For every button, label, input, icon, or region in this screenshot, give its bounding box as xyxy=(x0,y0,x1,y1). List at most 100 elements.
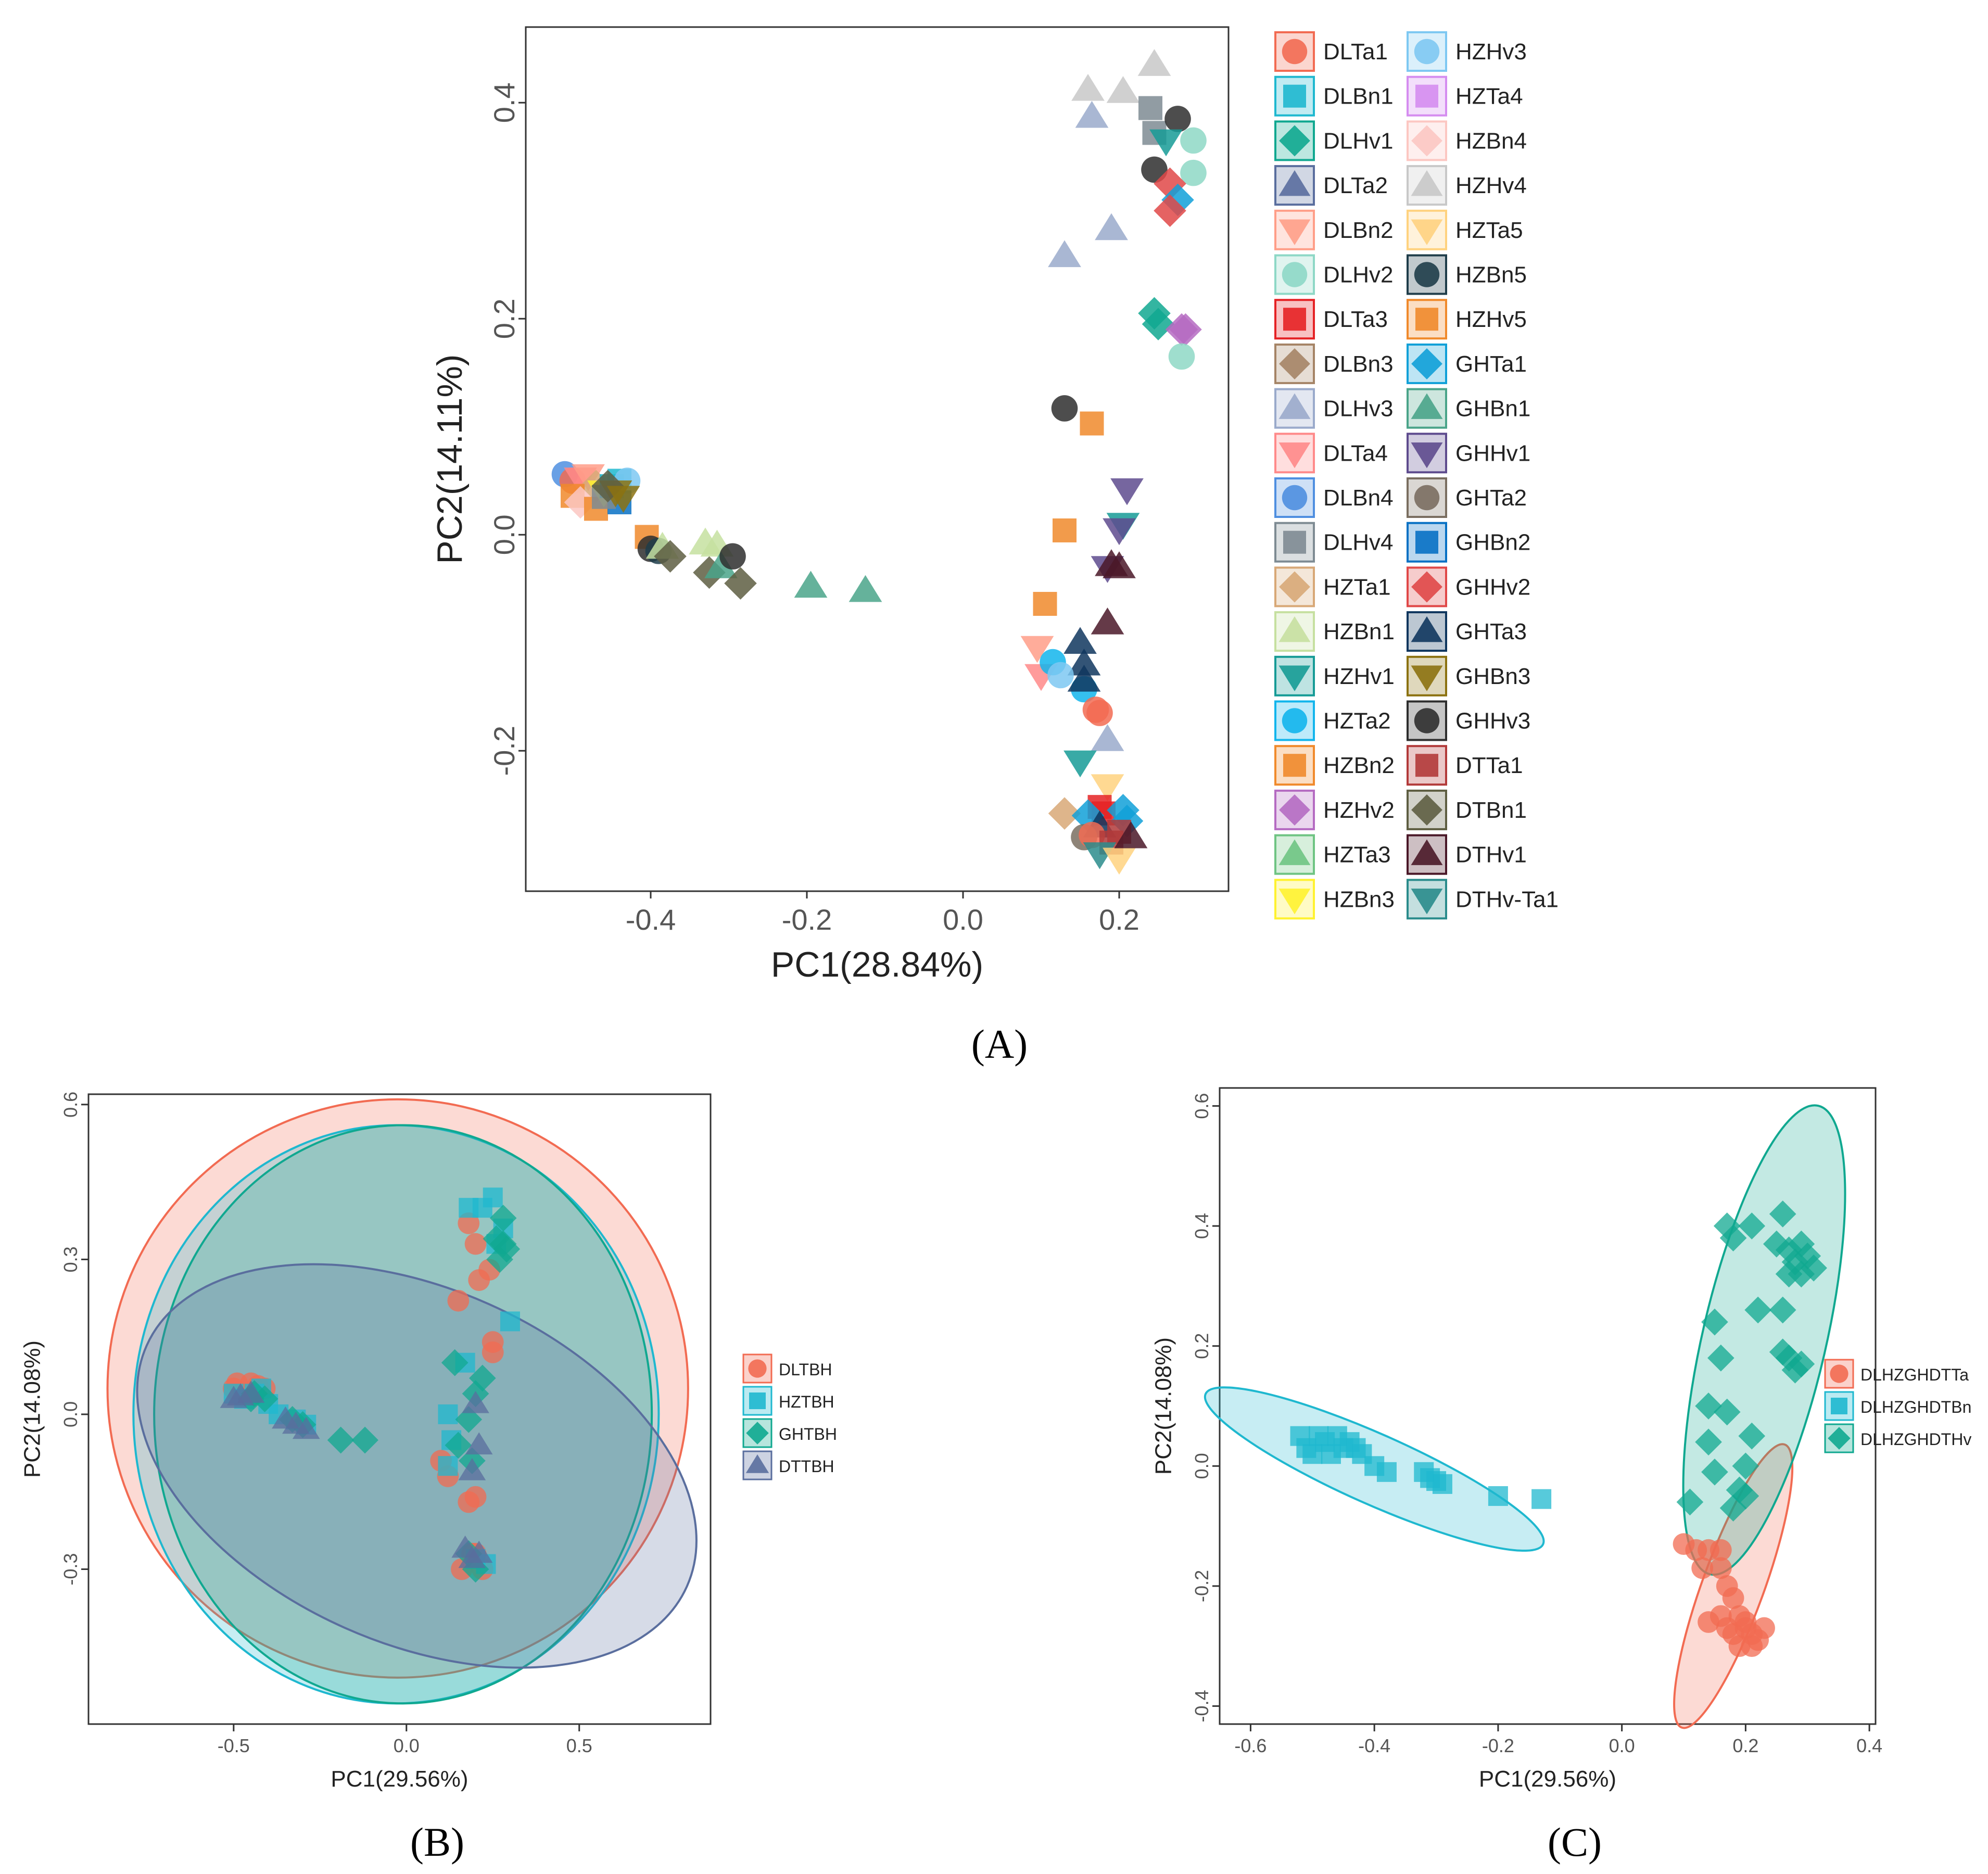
legend-key-marker xyxy=(1414,39,1440,65)
legend-label: HZHv3 xyxy=(1455,39,1527,65)
data-point-dltbh xyxy=(464,1486,487,1508)
data-point-dlta1 xyxy=(1086,700,1113,726)
y-tick-label: -0.4 xyxy=(1191,1690,1212,1722)
data-point-ghta1 xyxy=(1071,799,1105,832)
legend-item-hzhv4: HZHv4 xyxy=(1407,165,1527,206)
data-point-dlhzghdthv xyxy=(1701,1458,1728,1486)
panel-c-axes: -0.6 -0.4 -0.2 0.0 0.2 0.4 -0.4 -0.2 0.0 0.2 0.4 0.… xyxy=(1150,1087,1882,1792)
y-tick-label: -0.2 xyxy=(488,726,521,776)
panel-a-legend: DLTa1 DLBn1 DLHv1 DLTa2 DLBn2 DLHv2 DLTa3 DLBn3… xyxy=(1274,31,1559,920)
data-point-ghta3 xyxy=(1067,665,1101,692)
data-point-dlhv3 xyxy=(1075,100,1109,128)
legend-label: HZHv1 xyxy=(1323,664,1395,689)
data-point-hzhv3 xyxy=(1047,662,1074,689)
data-point-dthv1 xyxy=(1114,821,1148,849)
legend-key-marker xyxy=(1411,665,1443,691)
data-point-ghtbh xyxy=(489,1205,517,1232)
data-point-dthv1 xyxy=(1091,607,1124,635)
legend-label: DLTBH xyxy=(779,1360,832,1379)
data-point-ghhv1 xyxy=(1103,518,1136,546)
legend-label: HZTa3 xyxy=(1323,842,1391,868)
legend-label: GHTa1 xyxy=(1455,351,1527,377)
legend-item-ghbn2: GHBn2 xyxy=(1407,522,1530,563)
data-point-dlhzghdthv xyxy=(1695,1428,1722,1456)
legend-key-marker xyxy=(1411,125,1442,157)
legend-key-marker xyxy=(1831,1398,1847,1414)
x-axis-title: PC1(29.56%) xyxy=(331,1766,468,1792)
data-point-dltbh xyxy=(458,1212,480,1234)
legend-item-ghta1: GHTa1 xyxy=(1407,343,1527,384)
data-point-dlhzghdthv xyxy=(1713,1212,1741,1239)
data-point-ghtbh xyxy=(327,1426,354,1454)
legend-label: HZTa1 xyxy=(1323,574,1391,600)
data-point-hzhv4 xyxy=(1137,49,1171,76)
legend-label: DLTa4 xyxy=(1323,440,1388,466)
legend-label: DLTa2 xyxy=(1323,173,1388,198)
legend-item-ghhv1: GHHv1 xyxy=(1407,433,1530,474)
legend-item-dlhv1: DLHv1 xyxy=(1274,120,1394,161)
x-tick-label: 0.4 xyxy=(1856,1735,1882,1756)
x-tick-label: 0.0 xyxy=(1609,1735,1635,1756)
data-point-dttbh xyxy=(465,1540,493,1563)
legend-key-marker xyxy=(1278,665,1311,691)
legend-key-marker xyxy=(1411,219,1443,245)
legend-item-hzta2: HZTa2 xyxy=(1274,700,1391,741)
legend-key-marker xyxy=(1414,262,1440,287)
y-tick-label: -0.3 xyxy=(60,1553,81,1585)
y-tick-label: 0.3 xyxy=(60,1246,81,1272)
legend-item-dlbn1: DLBn1 xyxy=(1274,75,1394,117)
legend-label: DLBn4 xyxy=(1323,485,1394,511)
data-point-dlhzghdthv xyxy=(1769,1200,1796,1227)
y-tick-label: 0.6 xyxy=(60,1092,81,1118)
legend-label: HZBn2 xyxy=(1323,753,1395,778)
legend-item-ghbn3: GHBn3 xyxy=(1407,655,1530,697)
legend-label: DLBn1 xyxy=(1323,84,1394,109)
data-point-ghbn3 xyxy=(606,486,640,513)
legend-item-ghta3: GHTa3 xyxy=(1407,611,1527,652)
data-point-ghhv3 xyxy=(1051,395,1078,422)
legend-key-marker xyxy=(1415,308,1438,331)
legend-label: DTHv-Ta1 xyxy=(1455,887,1559,912)
legend-item-dlta2: DLTa2 xyxy=(1274,165,1388,206)
x-tick-label: 0.2 xyxy=(1099,903,1139,936)
data-point-dlhzghdthv xyxy=(1744,1296,1771,1324)
legend-item-hzhv5: HZHv5 xyxy=(1407,299,1527,340)
data-point-hzhv2 xyxy=(1165,313,1198,346)
data-point-ghtbh xyxy=(251,1385,278,1413)
legend-key-marker xyxy=(1411,348,1442,379)
legend-key-marker xyxy=(1279,571,1310,603)
data-point-ghhv3 xyxy=(1141,156,1168,183)
data-point-hzhv5 xyxy=(1080,411,1104,436)
legend-key-marker xyxy=(1278,839,1311,865)
legend-key-marker xyxy=(1411,170,1443,196)
y-axis-title: PC2(14.08%) xyxy=(19,1340,45,1478)
legend-key-box xyxy=(1407,31,1447,72)
legend-item-ghhv3: GHHv3 xyxy=(1407,700,1530,741)
legend-item-ghbn1: GHBn1 xyxy=(1407,388,1530,429)
legend-item-hzbn3: HZBn3 xyxy=(1274,879,1395,920)
legend-key-marker xyxy=(1278,170,1311,196)
y-tick-label: 0.2 xyxy=(488,298,521,339)
legend-label: GHHv1 xyxy=(1455,440,1530,466)
legend-item-hzhv1: HZHv1 xyxy=(1274,655,1395,697)
legend-item-hzbn2: HZBn2 xyxy=(1274,745,1395,786)
legend-label: GHHv3 xyxy=(1455,708,1530,734)
x-tick-label: -0.2 xyxy=(1482,1735,1514,1756)
data-point-dlhv2 xyxy=(1168,343,1195,370)
panel-label-c: (C) xyxy=(1548,1819,1602,1865)
data-point-dlhv2 xyxy=(1180,159,1207,186)
data-point-dlhzghdthv xyxy=(1800,1255,1827,1282)
legend-key-marker xyxy=(749,1392,766,1409)
legend-label: DLHv3 xyxy=(1323,396,1394,422)
legend-item-dlta1: DLTa1 xyxy=(1274,31,1388,72)
panel-label-b: (B) xyxy=(410,1819,464,1865)
legend-item-dlhzghdtbn: DLHZGHDTBn xyxy=(1824,1391,1971,1421)
data-point-dlhzghdtta xyxy=(1741,1635,1763,1657)
legend-key-marker xyxy=(1828,1427,1851,1450)
data-point-ghta3 xyxy=(1067,648,1101,676)
legend-key-marker xyxy=(1415,530,1438,554)
legend-item-dlhv4: DLHv4 xyxy=(1274,522,1394,563)
data-point-ghta1 xyxy=(1161,183,1194,217)
data-point-dlta1 xyxy=(1079,821,1105,849)
